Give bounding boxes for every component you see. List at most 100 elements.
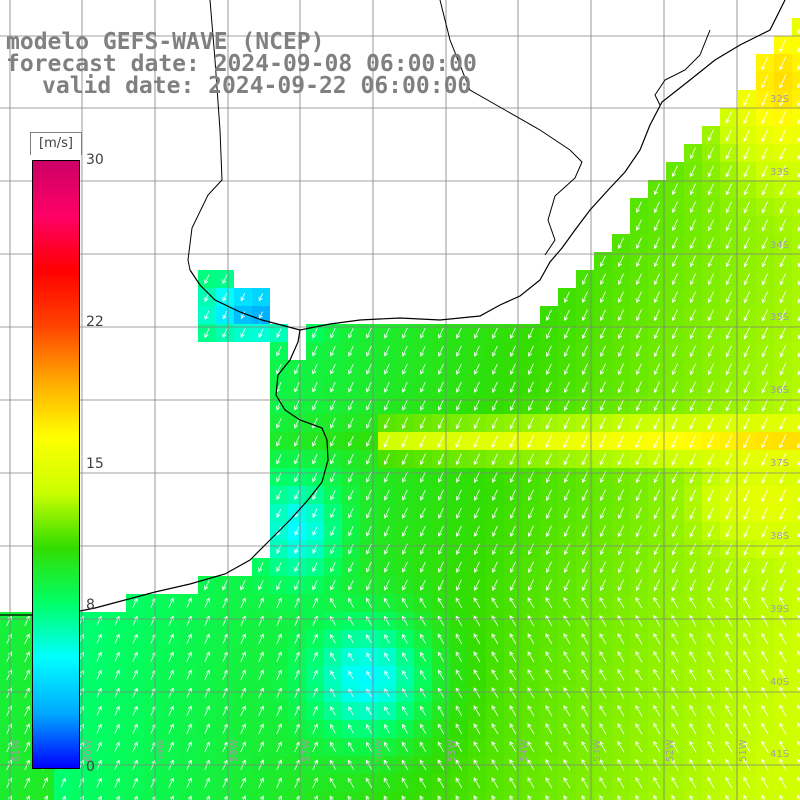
wind-arrow [779,183,787,196]
wind-arrow [743,561,751,574]
wind-arrow [707,561,714,574]
wind-arrow [617,399,624,412]
wind-arrow [563,741,571,753]
wind-arrow [527,434,535,448]
wind-arrow [761,255,768,268]
wind-arrow [653,579,660,592]
wind-arrow [24,687,30,699]
wind-arrow [797,118,800,125]
wind-arrow [761,345,768,358]
wind-arrow [312,777,318,789]
wind-arrow [545,453,552,466]
wind-arrow [438,471,444,483]
wind-arrow [366,525,372,537]
wind-arrow [545,363,552,375]
wind-arrow [455,723,463,735]
wind-arrow [420,471,426,483]
wind-arrow [545,471,552,484]
wind-arrow [725,794,730,800]
wind-arrow [348,706,354,716]
wind-arrow [96,723,102,734]
wind-arrow [509,489,516,501]
wind-arrow [186,597,192,608]
longitude-label: 57W [301,739,312,762]
wind-arrow [689,686,697,699]
wind-arrow [455,543,462,555]
wind-arrow [689,399,696,412]
wind-arrow [797,686,800,693]
wind-arrow [168,723,174,734]
wind-arrow [581,543,588,556]
wind-arrow [563,291,570,303]
wind-arrow [509,795,514,800]
wind-arrow [599,399,606,412]
wind-arrow [383,777,391,789]
wind-arrow [527,561,534,574]
wind-arrow [581,453,588,466]
wind-arrow [473,723,481,735]
colorbar-tick-label: 8 [86,597,95,614]
wind-arrow [491,579,498,591]
wind-arrow [509,471,516,483]
wind-arrow [527,507,534,520]
wind-arrow [797,226,800,232]
wind-arrow [491,363,498,375]
wind-arrow [581,363,588,376]
longitude-label: 54W [519,739,530,762]
wind-arrow [473,579,480,591]
wind-arrow [617,255,624,268]
colorbar-tick-label: 0 [86,759,95,775]
wind-arrow [240,777,246,789]
wind-arrow [725,452,733,466]
wind-cell [468,792,486,800]
wind-arrow [438,327,444,339]
wind-arrow [563,471,570,484]
wind-arrow [707,434,715,449]
wind-arrow [761,794,766,800]
wind-cell [792,288,800,306]
wind-arrow [707,273,714,286]
wind-arrow [276,435,282,447]
latitude-label: 34S [770,240,790,251]
colorbar-units: [m/s] [30,132,82,155]
wind-arrow [491,471,498,483]
wind-arrow [761,237,768,250]
wind-cell [792,324,800,342]
wind-arrow [384,489,390,501]
wind-arrow [545,399,552,412]
wind-arrow [204,274,210,285]
wind-arrow [419,597,427,609]
wind-cell [702,792,720,800]
wind-arrow [797,406,800,412]
wind-arrow [545,507,552,520]
wind-arrow [205,795,210,800]
wind-arrow [366,706,372,716]
wind-arrow [402,705,408,716]
wind-cell [792,396,800,414]
wind-arrow [743,201,750,214]
wind-arrow [295,795,300,800]
wind-arrow [222,687,228,698]
wind-cell [792,468,800,486]
wind-arrow [689,561,696,574]
wind-arrow [671,776,679,789]
wind-arrow [779,543,787,556]
wind-arrow [545,723,553,735]
wind-arrow [761,614,769,627]
wind-arrow [725,506,733,520]
wind-arrow [725,255,732,268]
wind-arrow [563,525,570,538]
wind-arrow [437,597,445,609]
wind-arrow [707,722,715,735]
wind-arrow [563,597,571,609]
wind-arrow [366,435,372,447]
wind-arrow [330,652,336,662]
wind-arrow [725,165,732,178]
wind-arrow [366,453,372,465]
wind-arrow [689,381,696,394]
colorbar-tick-label: 22 [86,313,104,330]
wind-arrow [294,777,300,789]
wind-arrow [186,705,192,716]
wind-arrow [222,328,228,339]
wind-cell [792,648,800,666]
